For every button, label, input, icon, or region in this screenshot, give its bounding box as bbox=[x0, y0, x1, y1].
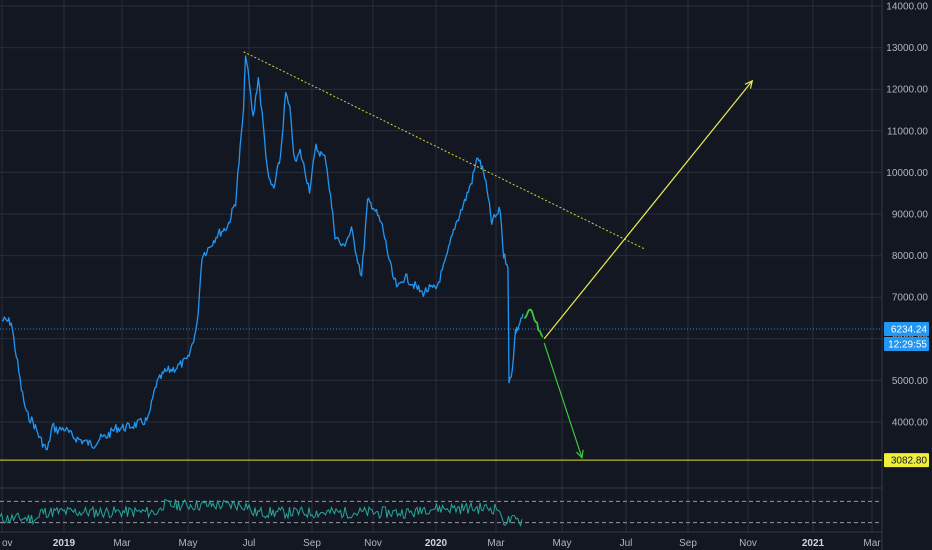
x-tick-label: Mar bbox=[113, 538, 131, 549]
bullish-arrow-head bbox=[744, 79, 754, 89]
y-tick-label: 11000.00 bbox=[887, 126, 928, 137]
x-tick-label: 2021 bbox=[802, 538, 825, 549]
countdown-badge bbox=[884, 337, 929, 352]
x-tick-label: Mar bbox=[863, 538, 881, 549]
price-label-value: 6234.24 bbox=[891, 325, 928, 336]
price-series[interactable] bbox=[1, 55, 524, 451]
x-tick-label: Nov bbox=[364, 538, 382, 549]
bearish-arrow-head bbox=[576, 449, 584, 460]
y-tick-label: 5000.00 bbox=[892, 376, 929, 387]
y-tick-label: 8000.00 bbox=[892, 251, 929, 262]
x-tick-label: Nov bbox=[739, 538, 757, 549]
descending-trendline[interactable] bbox=[243, 51, 646, 250]
x-axis[interactable]: ov 2019 Mar May Jul Sep Nov 2020 Mar May Jul Sep Nov… bbox=[2, 538, 881, 549]
y-tick-label: 7000.00 bbox=[892, 293, 929, 304]
x-tick-label: Jul bbox=[620, 538, 633, 549]
support-label-value: 3082.80 bbox=[891, 456, 928, 467]
projection-curve[interactable] bbox=[523, 308, 544, 338]
x-tick-label: Sep bbox=[303, 538, 321, 549]
x-tick-label: ov bbox=[2, 538, 13, 549]
price-label-badge bbox=[884, 322, 929, 337]
bullish-arrow[interactable] bbox=[543, 80, 753, 340]
axis-price-labels: 6234.24 12:29:55 3082.80 bbox=[884, 322, 929, 468]
rsi-panel bbox=[0, 498, 882, 528]
grid bbox=[0, 0, 883, 550]
price-line[interactable] bbox=[1, 55, 524, 451]
x-tick-label: 2019 bbox=[53, 538, 76, 549]
countdown-value: 12:29:55 bbox=[888, 340, 927, 351]
x-tick-label: May bbox=[553, 538, 572, 549]
bearish-arrow[interactable] bbox=[543, 342, 583, 458]
y-tick-label: 4000.00 bbox=[892, 418, 929, 429]
drawings-layer[interactable] bbox=[243, 51, 754, 460]
support-label-badge bbox=[884, 453, 929, 468]
y-tick-label: 12000.00 bbox=[886, 85, 928, 96]
y-tick-label: 13000.00 bbox=[886, 43, 928, 54]
y-tick-label: 14000.00 bbox=[886, 2, 928, 13]
y-tick-label: 9000.00 bbox=[892, 210, 929, 221]
x-tick-label: Mar bbox=[487, 538, 505, 549]
x-tick-label: May bbox=[179, 538, 198, 549]
y-tick-label: 10000.00 bbox=[886, 168, 928, 179]
x-tick-label: Sep bbox=[679, 538, 697, 549]
x-tick-label: 2020 bbox=[425, 538, 448, 549]
x-tick-label: Jul bbox=[243, 538, 256, 549]
rsi-line bbox=[0, 498, 523, 528]
